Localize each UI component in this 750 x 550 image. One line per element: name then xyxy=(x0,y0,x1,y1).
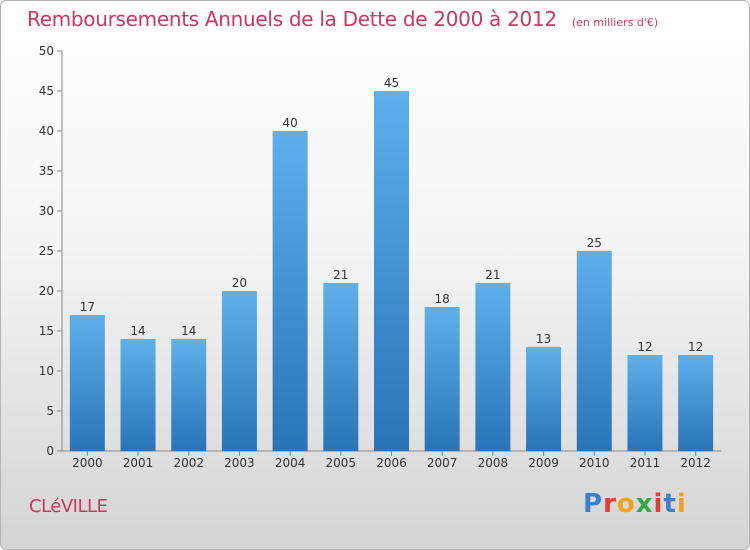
y-tick-label: 10 xyxy=(39,364,54,378)
bar xyxy=(475,283,511,451)
brand-letter: t xyxy=(663,489,677,519)
x-tick-label: 2010 xyxy=(579,456,610,470)
x-tick-label: 2000 xyxy=(72,456,103,470)
y-tick-label: 35 xyxy=(39,164,54,178)
bar-value-label: 17 xyxy=(80,300,95,314)
brand-letter: x xyxy=(635,489,654,519)
y-tick-label: 15 xyxy=(39,324,54,338)
y-tick-label: 40 xyxy=(39,124,54,138)
bar xyxy=(120,339,156,451)
bar xyxy=(272,131,308,451)
brand-logo: Proxiti xyxy=(583,489,687,519)
unit-note: (en milliers d'€) xyxy=(571,16,659,29)
x-tick-label: 2009 xyxy=(528,456,559,470)
y-tick-label: 25 xyxy=(39,244,54,258)
x-tick-label: 2012 xyxy=(680,456,711,470)
brand-letter: i xyxy=(676,489,687,519)
bar-value-label: 14 xyxy=(181,324,196,338)
bar-value-label: 13 xyxy=(536,332,551,346)
y-tick-label: 50 xyxy=(39,44,54,58)
y-tick-label: 20 xyxy=(39,284,54,298)
bar-value-label: 20 xyxy=(232,276,247,290)
bar-value-label: 12 xyxy=(637,340,652,354)
bar-value-label: 14 xyxy=(130,324,145,338)
bar-value-label: 25 xyxy=(587,236,602,250)
bar xyxy=(221,291,257,451)
bar xyxy=(526,347,562,451)
bar xyxy=(678,355,714,451)
x-tick-label: 2006 xyxy=(376,456,407,470)
x-tick-label: 2003 xyxy=(224,456,255,470)
bars: 17 14 14 20 40 21 45 18 21 13 25 12 12 xyxy=(69,76,714,451)
x-tick-label: 2005 xyxy=(326,456,357,470)
y-tick-label: 0 xyxy=(46,444,54,458)
bar xyxy=(576,251,612,451)
x-tick-label: 2007 xyxy=(427,456,458,470)
bar-value-label: 21 xyxy=(485,268,500,282)
bar xyxy=(627,355,663,451)
bar-value-label: 18 xyxy=(435,292,450,306)
x-tick-label: 2011 xyxy=(630,456,661,470)
y-tick-label: 5 xyxy=(46,404,54,418)
bar xyxy=(323,283,359,451)
brand-letter: i xyxy=(653,489,664,519)
bar xyxy=(69,315,105,451)
bar-value-label: 45 xyxy=(384,76,399,90)
title-row: Remboursements Annuels de la Dette de 20… xyxy=(27,7,658,31)
y-tick-label: 30 xyxy=(39,204,54,218)
bar xyxy=(374,91,409,451)
city-name: CLéVILLE xyxy=(29,496,108,517)
chart-title: Remboursements Annuels de la Dette de 20… xyxy=(27,7,557,31)
y-tick-label: 45 xyxy=(39,84,54,98)
axes: 0 5 10 15 20 25 30 35 40 45 50 2000 2001 2002 2003 2004… xyxy=(39,44,721,470)
bar-value-label: 12 xyxy=(688,340,703,354)
x-tick-label: 2002 xyxy=(173,456,204,470)
brand-letter: P xyxy=(583,489,604,519)
x-tick-label: 2001 xyxy=(123,456,154,470)
x-tick-label: 2008 xyxy=(478,456,509,470)
brand-letter: r xyxy=(603,489,617,519)
bar-value-label: 40 xyxy=(282,116,297,130)
bar xyxy=(424,307,460,451)
bar-value-label: 21 xyxy=(333,268,348,282)
x-tick-label: 2004 xyxy=(275,456,306,470)
bar xyxy=(171,339,207,451)
brand-letter: o xyxy=(616,489,636,519)
